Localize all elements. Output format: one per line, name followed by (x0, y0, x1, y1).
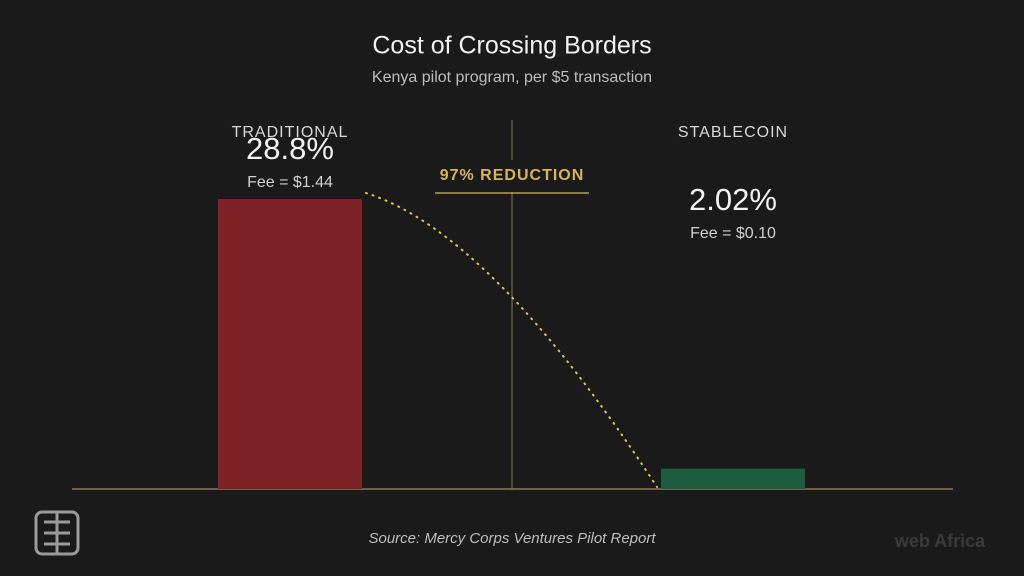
chart-subtitle: Kenya pilot program, per $5 transaction (372, 69, 652, 86)
bar (661, 468, 805, 489)
chart-title: Cost of Crossing Borders (372, 32, 651, 60)
value-label: 28.8% (246, 131, 334, 166)
logo (34, 510, 80, 556)
source: Source: Mercy Corps Ventures Pilot Repor… (368, 530, 656, 547)
watermark: web Africa (894, 531, 986, 551)
fee-label: Fee = $1.44 (247, 174, 333, 191)
category-label: STABLECOIN (678, 124, 788, 141)
annotation-bg (430, 160, 594, 192)
bar (218, 199, 362, 489)
reduction-curve (365, 192, 658, 488)
fee-label: Fee = $0.10 (690, 225, 776, 242)
category-label: TRADITIONAL (232, 124, 349, 141)
annotation: 97% REDUCTION (440, 167, 585, 184)
value-label: 2.02% (689, 182, 777, 217)
